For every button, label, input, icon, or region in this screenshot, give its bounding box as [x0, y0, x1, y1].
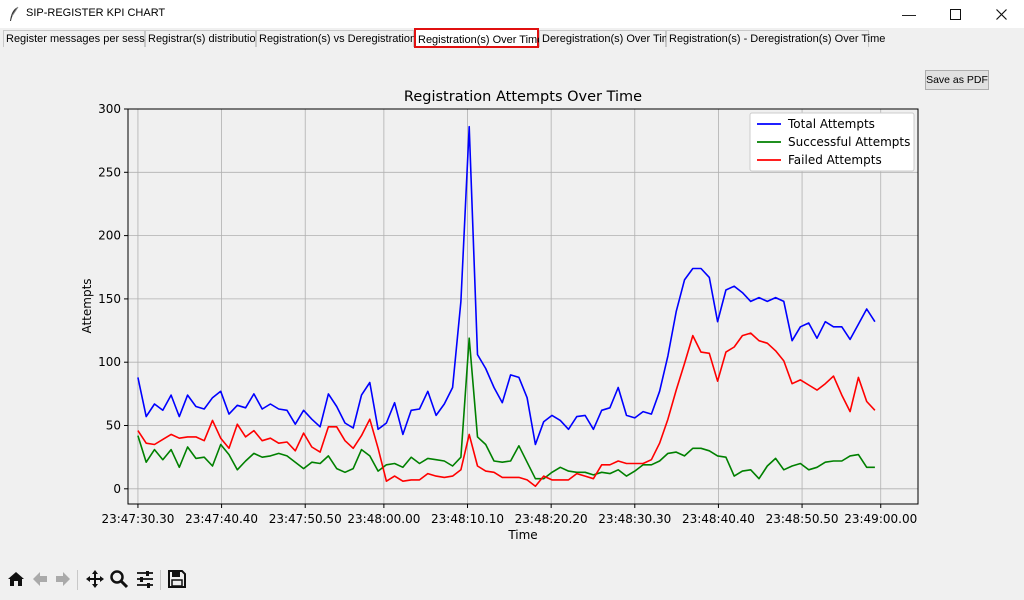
legend-label-failed-attempts: Failed Attempts — [788, 153, 882, 167]
x-axis-label: Time — [507, 528, 537, 542]
x-tick-label: 23:48:30.30 — [598, 512, 671, 526]
series-total-attempts-line — [137, 125, 876, 446]
x-tick-label: 23:47:30.30 — [101, 512, 174, 526]
pan-icon — [86, 570, 104, 588]
pan-button[interactable] — [84, 568, 106, 590]
save-as-pdf-button[interactable]: Save as PDF — [925, 70, 989, 90]
legend-label-successful-attempts: Successful Attempts — [788, 135, 910, 149]
y-tick-label: 0 — [113, 482, 121, 496]
navigation-toolbar — [0, 562, 1024, 600]
y-axis-label: Attempts — [80, 278, 94, 333]
x-tick-label: 23:48:00.00 — [347, 512, 420, 526]
y-tick-label: 300 — [98, 102, 121, 116]
registration-attempts-chart: 0 50 100 150 200 250 300 23:47:30.30 23:47:40.4… — [80, 89, 919, 542]
x-tick-label: 23:48:50.50 — [766, 512, 839, 526]
save-icon — [168, 570, 186, 588]
toolbar-separator — [77, 570, 78, 590]
back-arrow-icon — [33, 572, 47, 586]
series-failed-attempts-line — [137, 332, 876, 488]
save-button[interactable] — [166, 568, 188, 590]
x-tick-label: 23:48:40.40 — [682, 512, 755, 526]
toolbar-separator — [160, 570, 161, 590]
tab-bar: Register messages per session Registrar(… — [0, 28, 1024, 49]
maximize-button[interactable] — [932, 0, 978, 28]
forward-button[interactable] — [52, 568, 74, 590]
back-button[interactable] — [29, 568, 51, 590]
x-tick-label: 23:49:00.00 — [844, 512, 917, 526]
legend-box — [749, 112, 915, 172]
plot-area-frame — [127, 108, 919, 505]
y-tick-label: 200 — [98, 229, 121, 243]
configure-subplots-button[interactable] — [134, 568, 156, 590]
zoom-icon — [110, 570, 129, 589]
window-title: SIP-REGISTER KPI CHART — [26, 7, 166, 19]
tab-registrations-minus-deregistrations-over-time[interactable]: Registration(s) - Deregistration(s) Over… — [666, 30, 885, 47]
chart-series-lines — [137, 125, 876, 488]
x-tick-label: 23:48:10.10 — [431, 512, 504, 526]
forward-arrow-icon — [56, 572, 70, 586]
minimize-button[interactable]: — — [902, 6, 916, 22]
y-tick-label: 100 — [98, 355, 121, 369]
tab-register-messages-per-session[interactable]: Register messages per session — [3, 30, 159, 47]
legend-label-total-attempts: Total Attempts — [787, 117, 875, 131]
configure-subplots-icon — [137, 571, 153, 588]
home-icon — [8, 572, 24, 586]
chart-legend: Total Attempts Successful Attempts Faile… — [749, 112, 915, 172]
x-tick-label: 23:47:50.50 — [269, 512, 342, 526]
x-tick-label: 23:48:20.20 — [515, 512, 588, 526]
y-tick-label: 250 — [98, 165, 121, 179]
close-button[interactable] — [978, 0, 1024, 28]
y-axis-ticks: 0 50 100 150 200 250 300 — [98, 102, 128, 496]
feather-app-icon — [10, 6, 19, 21]
tab-registrations-vs-deregistrations[interactable]: Registration(s) vs Deregistration(s) — [256, 30, 429, 47]
chart-title: Registration Attempts Over Time — [404, 89, 642, 105]
zoom-button[interactable] — [108, 568, 130, 590]
tab-registrations-over-time[interactable]: Registration(s) Over Time — [414, 28, 543, 48]
y-tick-label: 50 — [106, 419, 121, 433]
y-tick-label: 150 — [98, 292, 121, 306]
close-icon — [995, 8, 1007, 20]
series-successful-attempts-line — [137, 337, 875, 480]
x-tick-label: 23:47:40.40 — [185, 512, 258, 526]
tab-deregistrations-over-time[interactable]: Deregistration(s) Over Time — [539, 30, 677, 47]
x-axis-ticks: 23:47:30.30 23:47:40.40 23:47:50.50 23:48:0… — [101, 504, 917, 526]
tab-registrars-distribution[interactable]: Registrar(s) distribution — [145, 30, 262, 47]
home-button[interactable] — [5, 568, 27, 590]
maximize-icon — [949, 8, 961, 20]
window-title-bar: SIP-REGISTER KPI CHART — — [0, 0, 1024, 28]
